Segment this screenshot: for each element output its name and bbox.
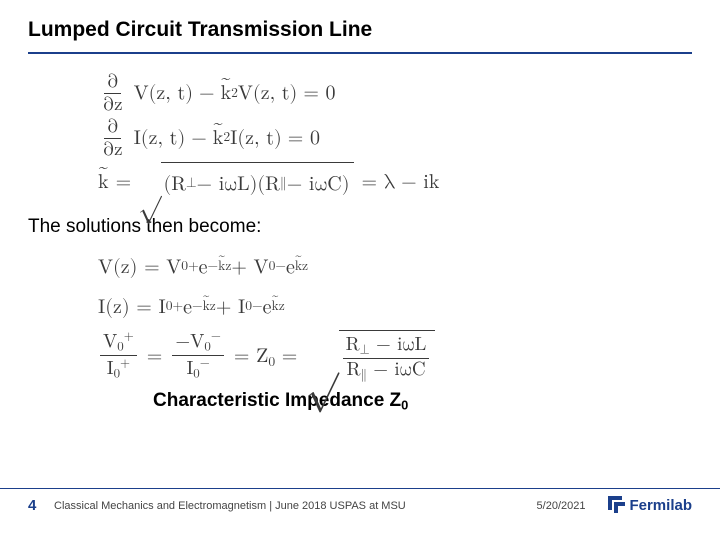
eq-row: k = √ (R⊥ − iωL)(R∥ − iωC) = λ − ik xyxy=(98,162,692,203)
page-number: 4 xyxy=(28,497,54,514)
frac: −V0− I0− xyxy=(172,330,224,382)
slide-title: Lumped Circuit Transmission Line xyxy=(28,18,692,54)
eq-row: ∂ ∂z I(z, t) − k2 I(z, t) = 0 xyxy=(98,117,692,160)
eq-row: V0+ I0+ = −V0− I0− = Z0 = √ R⊥ − iωL R∥ … xyxy=(98,330,692,382)
characteristic-impedance-label: Characteristic Impedance Z0 xyxy=(28,390,692,413)
sqrt: √ (R⊥ − iωL)(R∥ − iωC) xyxy=(138,162,353,203)
equation-block-2: V(z) = V0+ e−kz + V0− ekz I(z) = I0+ e−k… xyxy=(28,248,692,382)
partial-frac: ∂ ∂z xyxy=(100,72,126,115)
frac: V0+ I0+ xyxy=(100,330,137,382)
body-text: The solutions then become: xyxy=(28,216,692,238)
eq-row: ∂ ∂z V(z, t) − k2 V(z, t) = 0 xyxy=(98,72,692,115)
fermilab-logo: Fermilab xyxy=(605,493,692,519)
footer-date: 5/20/2021 xyxy=(537,500,586,512)
fermilab-logo-icon xyxy=(605,493,625,519)
sqrt: √ R⊥ − iωL R∥ − iωC xyxy=(305,330,435,382)
equation-block-1: ∂ ∂z V(z, t) − k2 V(z, t) = 0 ∂ ∂z I(z, … xyxy=(28,72,692,203)
footer-caption: Classical Mechanics and Electromagnetism… xyxy=(54,500,406,512)
footer: 4 Classical Mechanics and Electromagneti… xyxy=(0,488,720,522)
eq-row: I(z) = I0+ e−kz + I0− ekz xyxy=(98,288,692,326)
eq-row: V(z) = V0+ e−kz + V0− ekz xyxy=(98,248,692,286)
slide: Lumped Circuit Transmission Line ∂ ∂z V(… xyxy=(0,0,720,540)
fermilab-logo-text: Fermilab xyxy=(629,497,692,514)
